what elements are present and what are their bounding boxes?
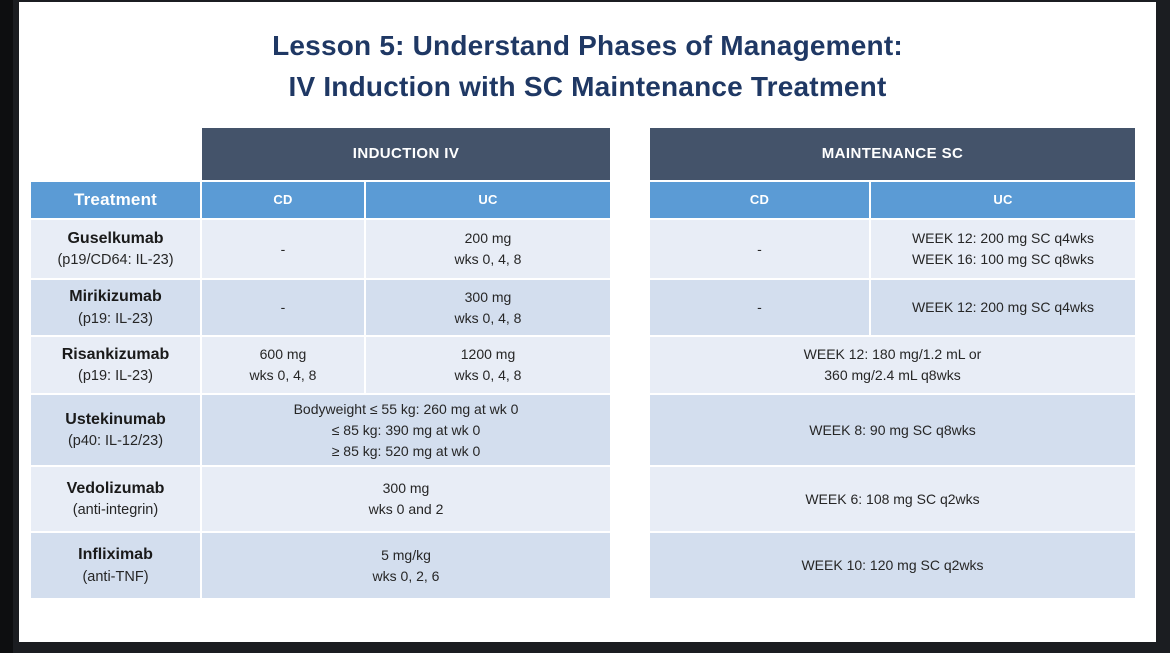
treatment-name-ustekinumab: Ustekinumab (p40: IL-12/23) [31,395,200,465]
maintenance-group-header: MAINTENANCE SC [650,128,1135,180]
treatment-name: Infliximab [78,546,153,564]
induction-merged-infliximab: 5 mg/kg wks 0, 2, 6 [202,533,610,598]
treatment-subname: (p19: IL-23) [78,310,153,327]
left-edge-strip [0,0,13,653]
treatment-subname: (anti-TNF) [82,568,149,585]
maintenance-merged-vedolizumab: WEEK 6: 108 mg SC q2wks [650,467,1135,531]
treatment-name-vedolizumab: Vedolizumab (anti-integrin) [31,467,200,531]
maintenance-uc-guselkumab: WEEK 12: 200 mg SC q4wks WEEK 16: 100 mg… [871,220,1135,278]
maintenance-merged-infliximab: WEEK 10: 120 mg SC q2wks [650,533,1135,598]
induction-table: INDUCTION IV Treatment CD UC Guselkumab … [31,128,610,598]
induction-merged-ustekinumab: Bodyweight ≤ 55 kg: 260 mg at wk 0 ≤ 85 … [202,395,610,465]
maintenance-merged-ustekinumab: WEEK 8: 90 mg SC q8wks [650,395,1135,465]
treatment-name-risankizumab: Risankizumab (p19: IL-23) [31,337,200,393]
treatment-column-header: Treatment [31,182,200,218]
slide-title: Lesson 5: Understand Phases of Managemen… [19,26,1156,107]
treatment-name-guselkumab: Guselkumab (p19/CD64: IL-23) [31,220,200,278]
tables-container: INDUCTION IV Treatment CD UC Guselkumab … [31,128,1135,598]
induction-uc-mirikizumab: 300 mg wks 0, 4, 8 [366,280,610,335]
slide: Lesson 5: Understand Phases of Managemen… [19,2,1156,642]
treatment-name-mirikizumab: Mirikizumab (p19: IL-23) [31,280,200,335]
maintenance-cd-header: CD [650,182,869,218]
treatment-name: Mirikizumab [69,288,162,306]
treatment-name: Ustekinumab [65,410,166,428]
slide-title-line1: Lesson 5: Understand Phases of Managemen… [272,30,903,61]
induction-group-header: INDUCTION IV [202,128,610,180]
slide-title-line2: IV Induction with SC Maintenance Treatme… [288,70,887,102]
treatment-name: Risankizumab [61,345,170,363]
treatment-subname: (p19/CD64: IL-23) [57,252,174,269]
maintenance-cd-guselkumab: - [650,220,869,278]
induction-merged-vedolizumab: 300 mg wks 0 and 2 [202,467,610,531]
maintenance-uc-mirikizumab: WEEK 12: 200 mg SC q4wks [871,280,1135,335]
maintenance-uc-header: UC [871,182,1135,218]
treatment-name-infliximab: Infliximab (anti-TNF) [31,533,200,598]
induction-uc-risankizumab: 1200 mg wks 0, 4, 8 [366,337,610,393]
treatment-subname: (p19: IL-23) [78,368,153,385]
induction-cd-header: CD [202,182,364,218]
induction-uc-guselkumab: 200 mg wks 0, 4, 8 [366,220,610,278]
treatment-subname: (p40: IL-12/23) [67,433,164,450]
treatment-name: Guselkumab [67,229,164,247]
treatment-name: Vedolizumab [66,479,165,497]
maintenance-merged-risankizumab: WEEK 12: 180 mg/1.2 mL or 360 mg/2.4 mL … [650,337,1135,393]
maintenance-cd-mirikizumab: - [650,280,869,335]
induction-header-spacer [31,128,200,180]
induction-cd-risankizumab: 600 mg wks 0, 4, 8 [202,337,364,393]
induction-uc-header: UC [366,182,610,218]
induction-cd-guselkumab: - [202,220,364,278]
treatment-subname: (anti-integrin) [72,502,159,519]
maintenance-table: MAINTENANCE SC CD UC - WEEK 12: 200 mg S… [650,128,1135,598]
induction-cd-mirikizumab: - [202,280,364,335]
